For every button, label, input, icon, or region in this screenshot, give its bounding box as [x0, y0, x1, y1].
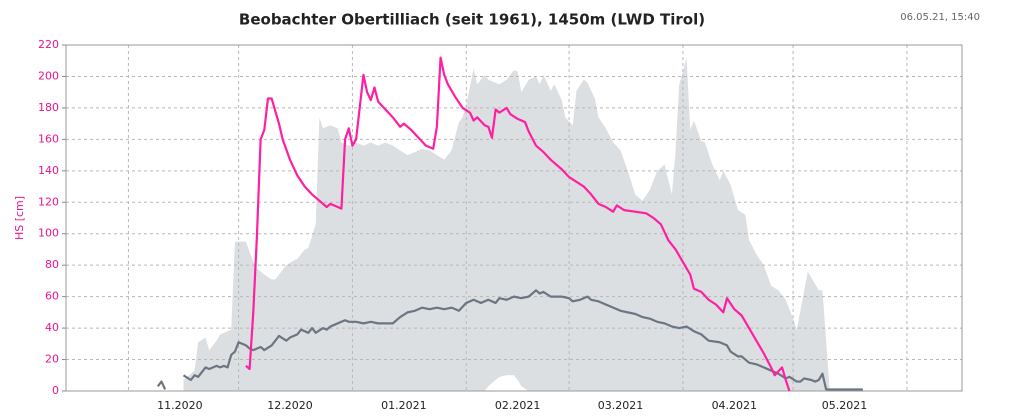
x-tick-label: 05.2021	[822, 399, 868, 412]
chart-title: Beobachter Obertilliach (seit 1961), 145…	[239, 11, 705, 29]
x-tick-label: 03.2021	[598, 399, 644, 412]
y-tick-label: 100	[38, 227, 59, 240]
x-tick-label: 12.2020	[267, 399, 313, 412]
y-axis-label: HS [cm]	[13, 196, 26, 240]
x-tick-label: 04.2021	[712, 399, 758, 412]
y-tick-label: 40	[45, 321, 59, 334]
y-tick-label: 60	[45, 290, 59, 303]
y-tick-label: 0	[52, 384, 59, 397]
series-line	[245, 56, 791, 392]
y-tick-label: 120	[38, 195, 59, 208]
x-tick-label: 11.2020	[157, 399, 203, 412]
y-tick-label: 220	[38, 38, 59, 51]
y-tick-label: 20	[45, 353, 59, 366]
x-tick-label: 01.2021	[381, 399, 427, 412]
y-tick-label: 140	[38, 164, 59, 177]
y-tick-label: 180	[38, 101, 59, 114]
plot-frame	[65, 44, 963, 392]
y-tick-label: 80	[45, 258, 59, 271]
series-line	[156, 289, 863, 391]
y-tick-label: 160	[38, 132, 59, 145]
range-band	[183, 57, 830, 391]
y-tick-label: 200	[38, 69, 59, 82]
x-tick-label: 02.2021	[495, 399, 541, 412]
timestamp: 06.05.21, 15:40	[900, 12, 980, 23]
